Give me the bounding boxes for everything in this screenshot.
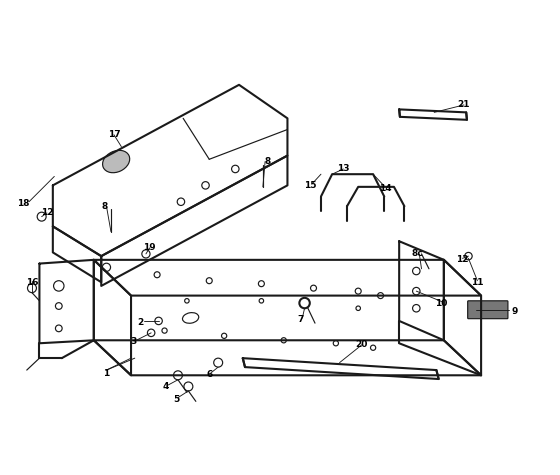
Text: 18: 18 — [17, 199, 29, 208]
Text: 7: 7 — [297, 315, 304, 324]
FancyBboxPatch shape — [468, 301, 508, 319]
Text: 9: 9 — [511, 307, 518, 316]
Text: 8: 8 — [264, 157, 270, 166]
Text: 11: 11 — [471, 278, 484, 287]
Text: 13: 13 — [337, 164, 349, 173]
Text: 17: 17 — [108, 130, 120, 139]
Text: 1: 1 — [104, 369, 110, 378]
Text: 8c: 8c — [412, 249, 423, 258]
Text: 5: 5 — [174, 395, 180, 404]
Text: 4: 4 — [163, 382, 169, 391]
Ellipse shape — [102, 151, 130, 173]
Text: 21: 21 — [458, 100, 470, 109]
Text: 3: 3 — [130, 337, 137, 346]
Text: 12: 12 — [456, 256, 469, 265]
Text: 12: 12 — [41, 209, 53, 218]
Text: 20: 20 — [356, 340, 368, 349]
Text: 14: 14 — [379, 184, 391, 193]
Text: 15: 15 — [304, 181, 316, 190]
Text: 10: 10 — [436, 299, 448, 307]
Text: 6: 6 — [206, 370, 212, 379]
Text: 8: 8 — [102, 202, 108, 211]
Text: 19: 19 — [143, 243, 156, 252]
Text: 2: 2 — [138, 318, 144, 327]
Text: 16: 16 — [26, 278, 38, 287]
